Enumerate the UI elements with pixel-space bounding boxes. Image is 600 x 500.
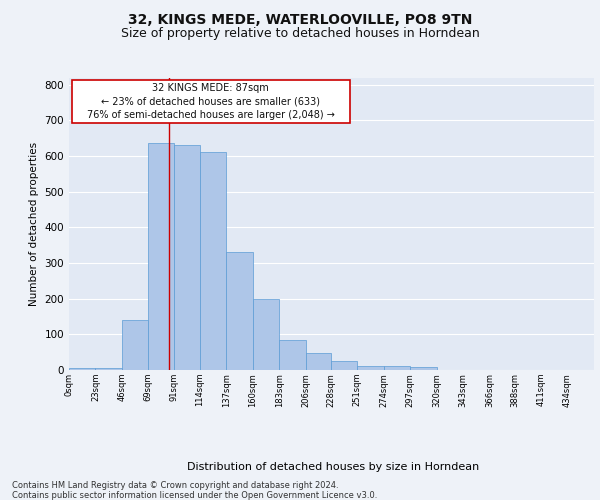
Text: 76% of semi-detached houses are larger (2,048) →: 76% of semi-detached houses are larger (… xyxy=(87,110,335,120)
Bar xyxy=(200,152,226,370)
Text: Size of property relative to detached houses in Horndean: Size of property relative to detached ho… xyxy=(121,28,479,40)
Bar xyxy=(122,320,148,370)
Text: ← 23% of detached houses are smaller (633): ← 23% of detached houses are smaller (63… xyxy=(101,96,320,106)
Text: Contains HM Land Registry data © Crown copyright and database right 2024.
Contai: Contains HM Land Registry data © Crown c… xyxy=(12,481,377,500)
Bar xyxy=(173,146,200,370)
Bar xyxy=(226,252,253,370)
Bar xyxy=(384,366,410,370)
Bar xyxy=(410,367,437,370)
Bar xyxy=(253,298,279,370)
Text: 32, KINGS MEDE, WATERLOOVILLE, PO8 9TN: 32, KINGS MEDE, WATERLOOVILLE, PO8 9TN xyxy=(128,12,472,26)
Bar xyxy=(95,368,122,370)
FancyBboxPatch shape xyxy=(71,80,350,123)
Bar xyxy=(358,366,384,370)
Bar xyxy=(69,368,95,370)
Bar xyxy=(148,144,173,370)
Text: 32 KINGS MEDE: 87sqm: 32 KINGS MEDE: 87sqm xyxy=(152,83,269,93)
Text: Distribution of detached houses by size in Horndean: Distribution of detached houses by size … xyxy=(187,462,479,472)
Bar xyxy=(305,353,331,370)
Bar xyxy=(331,361,358,370)
Bar xyxy=(279,340,305,370)
Y-axis label: Number of detached properties: Number of detached properties xyxy=(29,142,39,306)
